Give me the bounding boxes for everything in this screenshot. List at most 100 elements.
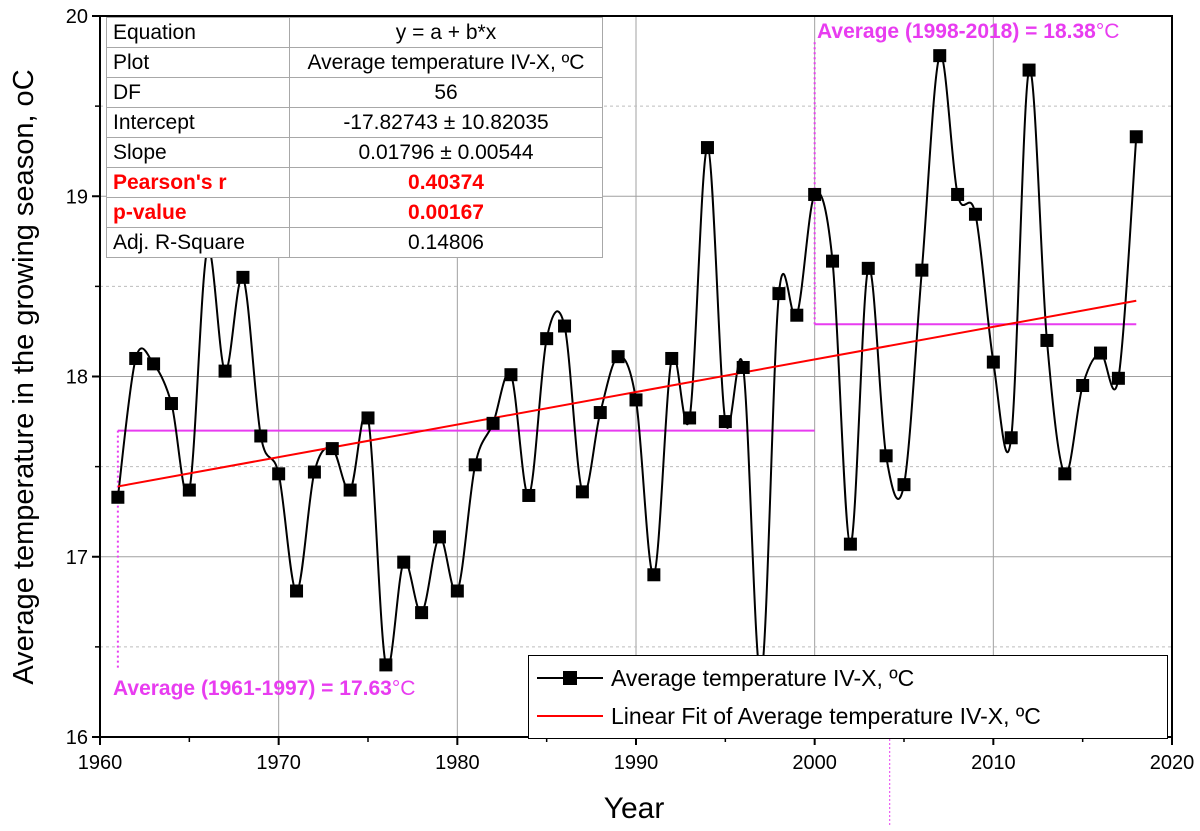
fit-table-value: -17.82743 ± 10.82035: [289, 107, 603, 138]
fit-table-value: y = a + b*x: [289, 17, 603, 48]
temperature-point-2012: [1022, 63, 1036, 77]
y-tick-label: 17: [66, 547, 88, 569]
temperature-point-1998: [772, 287, 786, 301]
temperature-point-1990: [629, 393, 643, 407]
axes: 1960 1970 1980 1990 2000 2010 2020 16 17 18 19 20: [66, 6, 1195, 774]
temperature-point-1981: [468, 458, 482, 472]
temperature-point-1963: [147, 357, 161, 371]
fit-table-value: 0.14806: [289, 227, 603, 258]
temperature-point-1989: [611, 350, 625, 364]
temperature-point-2017: [1111, 371, 1125, 385]
temperature-point-1988: [593, 406, 607, 420]
fit-table-value: 56: [289, 77, 603, 108]
x-tick-label: 1980: [435, 752, 480, 774]
temperature-point-1987: [575, 485, 589, 499]
temperature-point-1995: [718, 415, 732, 429]
fit-table-row: Adj. R-Square 0.14806: [106, 227, 603, 258]
temperature-point-2003: [861, 261, 875, 275]
temperature-point-1974: [343, 483, 357, 497]
legend-line-square-icon: [537, 671, 603, 685]
temperature-point-2018: [1129, 130, 1143, 144]
fit-table-row: DF 56: [106, 77, 603, 108]
average-label-1961-1997-unit: °C: [391, 677, 416, 700]
x-tick-label: 1970: [256, 752, 301, 774]
temperature-point-1992: [665, 351, 679, 365]
fit-table-row: Plot Average temperature IV-X, ºC: [106, 47, 603, 78]
legend: Average temperature IV-X, ºC Linear Fit …: [528, 655, 1168, 739]
y-tick-label: 16: [66, 727, 88, 749]
temperature-point-1985: [540, 332, 554, 346]
fit-table-label: Equation: [106, 17, 290, 48]
temperature-point-2013: [1040, 333, 1054, 347]
temperature-point-1986: [558, 319, 572, 333]
temperature-point-1973: [325, 442, 339, 456]
fit-table-value: 0.01796 ± 0.00544: [289, 137, 603, 168]
y-tick-label: 18: [66, 367, 88, 389]
fit-table-label: Pearson's r: [106, 167, 290, 198]
temperature-point-2006: [915, 263, 929, 277]
temperature-point-2004: [879, 449, 893, 463]
average-label-1998-2018: Average (1998-2018) = 18.38°C: [817, 20, 1119, 44]
linear-fit-line: [117, 299, 1137, 488]
fit-table-label: Plot: [106, 47, 290, 78]
temperature-point-1978: [415, 606, 429, 620]
fit-table-value: Average temperature IV-X, ºC: [289, 47, 603, 78]
temperature-point-2010: [986, 355, 1000, 369]
temperature-point-1962: [129, 351, 143, 365]
temperature-point-1965: [182, 483, 196, 497]
temperature-point-1999: [790, 308, 804, 322]
temperature-point-1980: [450, 584, 464, 598]
fit-table-row: Equation y = a + b*x: [106, 17, 603, 48]
y-axis-label: Average temperature in the growing seaso…: [8, 69, 40, 684]
temperature-point-1972: [307, 465, 321, 479]
temperature-point-1971: [290, 584, 304, 598]
temperature-point-2011: [1004, 431, 1018, 445]
x-tick-label: 1960: [78, 752, 123, 774]
fit-table-row: Pearson's r 0.40374: [106, 167, 603, 198]
temperature-point-1961: [111, 490, 125, 504]
temperature-point-1976: [379, 658, 393, 672]
average-label-1998-2018-unit: °C: [1095, 20, 1120, 43]
average-label-1998-2018-text: Average (1998-2018) = 18.38: [817, 20, 1096, 43]
average-lines: [116, 39, 1137, 825]
x-tick-label: 2000: [792, 752, 837, 774]
temperature-point-2009: [968, 207, 982, 221]
temperature-point-1975: [361, 411, 375, 425]
fit-table-value: 0.00167: [289, 197, 603, 228]
x-tick-label: 1990: [614, 752, 659, 774]
fit-table-label: Intercept: [106, 107, 290, 138]
legend-red-line-icon: [537, 715, 603, 717]
x-tick-label: 2020: [1150, 752, 1195, 774]
temperature-point-1996: [736, 360, 750, 374]
fit-table-row: Intercept -17.82743 ± 10.82035: [106, 107, 603, 138]
temperature-point-1968: [236, 270, 250, 284]
x-axis-label: Year: [604, 792, 665, 825]
average-label-1961-1997: Average (1961-1997) = 17.63°C: [113, 677, 415, 701]
temperature-point-2002: [843, 537, 857, 551]
legend-label-temperature: Average temperature IV-X, ºC: [611, 664, 915, 691]
temperature-point-2005: [897, 478, 911, 492]
temperature-point-1977: [397, 555, 411, 569]
y-tick-label: 19: [66, 186, 88, 208]
fit-table-label: Slope: [106, 137, 290, 168]
temperature-point-1964: [164, 397, 178, 411]
temperature-point-2014: [1058, 467, 1072, 481]
y-tick-label: 20: [66, 6, 88, 28]
fit-statistics-table: Equation y = a + b*x Plot Average temperatu…: [106, 17, 603, 258]
temperature-point-1969: [254, 429, 268, 443]
temperature-point-1979: [432, 530, 446, 544]
average-label-1961-1997-text: Average (1961-1997) = 17.63: [113, 677, 392, 700]
fit-table-label: p-value: [106, 197, 290, 228]
temperature-point-2001: [826, 254, 840, 268]
y-axis-label-text: Average temperature in the growing seaso…: [8, 106, 40, 684]
fit-table-label: Adj. R-Square: [106, 227, 290, 258]
y-axis-label-unit: oC: [8, 69, 40, 106]
temperature-point-2016: [1094, 346, 1108, 360]
temperature-point-1967: [218, 364, 232, 378]
temperature-point-1993: [683, 411, 697, 425]
temperature-point-1983: [504, 368, 518, 382]
temperature-point-2007: [933, 49, 947, 63]
temperature-point-1984: [522, 488, 536, 502]
temperature-point-1982: [486, 416, 500, 430]
temperature-point-1970: [272, 467, 286, 481]
